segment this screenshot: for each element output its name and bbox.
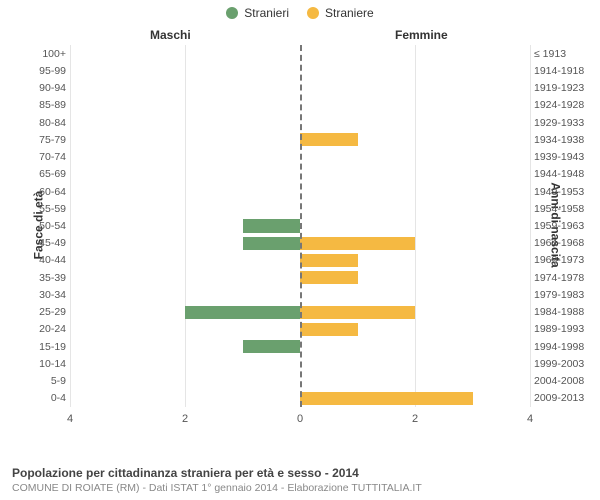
bar-male — [243, 219, 301, 232]
legend-swatch-female — [307, 7, 319, 19]
age-label: 90-94 — [22, 82, 66, 94]
birth-year-label: 1949-1953 — [534, 186, 592, 198]
bar-male — [243, 340, 301, 353]
age-label: 50-54 — [22, 220, 66, 232]
birth-year-label: 1954-1958 — [534, 203, 592, 215]
x-tick-label: 4 — [67, 413, 73, 425]
age-label: 15-19 — [22, 341, 66, 353]
age-label: 85-89 — [22, 99, 66, 111]
birth-year-label: 1919-1923 — [534, 82, 592, 94]
age-label: 45-49 — [22, 237, 66, 249]
bar-female — [300, 254, 358, 267]
age-label: 55-59 — [22, 203, 66, 215]
birth-year-label: ≤ 1913 — [534, 48, 592, 60]
x-tick-label: 4 — [527, 413, 533, 425]
footer-title: Popolazione per cittadinanza straniera p… — [12, 466, 588, 480]
birth-year-label: 1974-1978 — [534, 272, 592, 284]
x-tick-label: 2 — [182, 413, 188, 425]
plot-area: 42024100+≤ 191395-991914-191890-941919-1… — [70, 45, 530, 425]
age-label: 30-34 — [22, 289, 66, 301]
bar-male — [185, 306, 300, 319]
age-label: 20-24 — [22, 323, 66, 335]
birth-year-label: 2004-2008 — [534, 375, 592, 387]
age-label: 25-29 — [22, 306, 66, 318]
bar-female — [300, 392, 473, 405]
birth-year-label: 1934-1938 — [534, 134, 592, 146]
center-divider — [300, 45, 302, 407]
population-pyramid-chart: Stranieri Straniere Maschi Femmine Fasce… — [0, 0, 600, 500]
legend: Stranieri Straniere — [0, 0, 600, 20]
x-tick-label: 0 — [297, 413, 303, 425]
column-headers: Maschi Femmine — [0, 28, 600, 44]
age-label: 60-64 — [22, 186, 66, 198]
age-label: 100+ — [22, 48, 66, 60]
chart-footer: Popolazione per cittadinanza straniera p… — [12, 466, 588, 494]
header-male: Maschi — [150, 28, 191, 42]
gridline — [530, 45, 531, 407]
bar-female — [300, 306, 415, 319]
age-label: 0-4 — [22, 392, 66, 404]
x-tick-label: 2 — [412, 413, 418, 425]
legend-item-female: Straniere — [307, 6, 374, 20]
birth-year-label: 1914-1918 — [534, 65, 592, 77]
birth-year-label: 1984-1988 — [534, 306, 592, 318]
age-label: 70-74 — [22, 151, 66, 163]
age-label: 10-14 — [22, 358, 66, 370]
bar-female — [300, 323, 358, 336]
header-female: Femmine — [395, 28, 448, 42]
bar-male — [243, 237, 301, 250]
bar-female — [300, 271, 358, 284]
age-label: 75-79 — [22, 134, 66, 146]
bar-female — [300, 133, 358, 146]
birth-year-label: 1989-1993 — [534, 323, 592, 335]
bar-female — [300, 237, 415, 250]
birth-year-label: 1964-1968 — [534, 237, 592, 249]
birth-year-label: 1994-1998 — [534, 341, 592, 353]
age-label: 40-44 — [22, 254, 66, 266]
footer-subtitle: COMUNE DI ROIATE (RM) - Dati ISTAT 1° ge… — [12, 482, 588, 494]
birth-year-label: 1944-1948 — [534, 168, 592, 180]
legend-label-male: Stranieri — [244, 6, 289, 20]
birth-year-label: 2009-2013 — [534, 392, 592, 404]
age-label: 80-84 — [22, 117, 66, 129]
birth-year-label: 1969-1973 — [534, 254, 592, 266]
age-label: 95-99 — [22, 65, 66, 77]
birth-year-label: 1979-1983 — [534, 289, 592, 301]
birth-year-label: 1929-1933 — [534, 117, 592, 129]
age-label: 65-69 — [22, 168, 66, 180]
age-label: 35-39 — [22, 272, 66, 284]
birth-year-label: 1999-2003 — [534, 358, 592, 370]
legend-swatch-male — [226, 7, 238, 19]
birth-year-label: 1959-1963 — [534, 220, 592, 232]
age-label: 5-9 — [22, 375, 66, 387]
birth-year-label: 1939-1943 — [534, 151, 592, 163]
legend-label-female: Straniere — [325, 6, 374, 20]
legend-item-male: Stranieri — [226, 6, 289, 20]
birth-year-label: 1924-1928 — [534, 99, 592, 111]
